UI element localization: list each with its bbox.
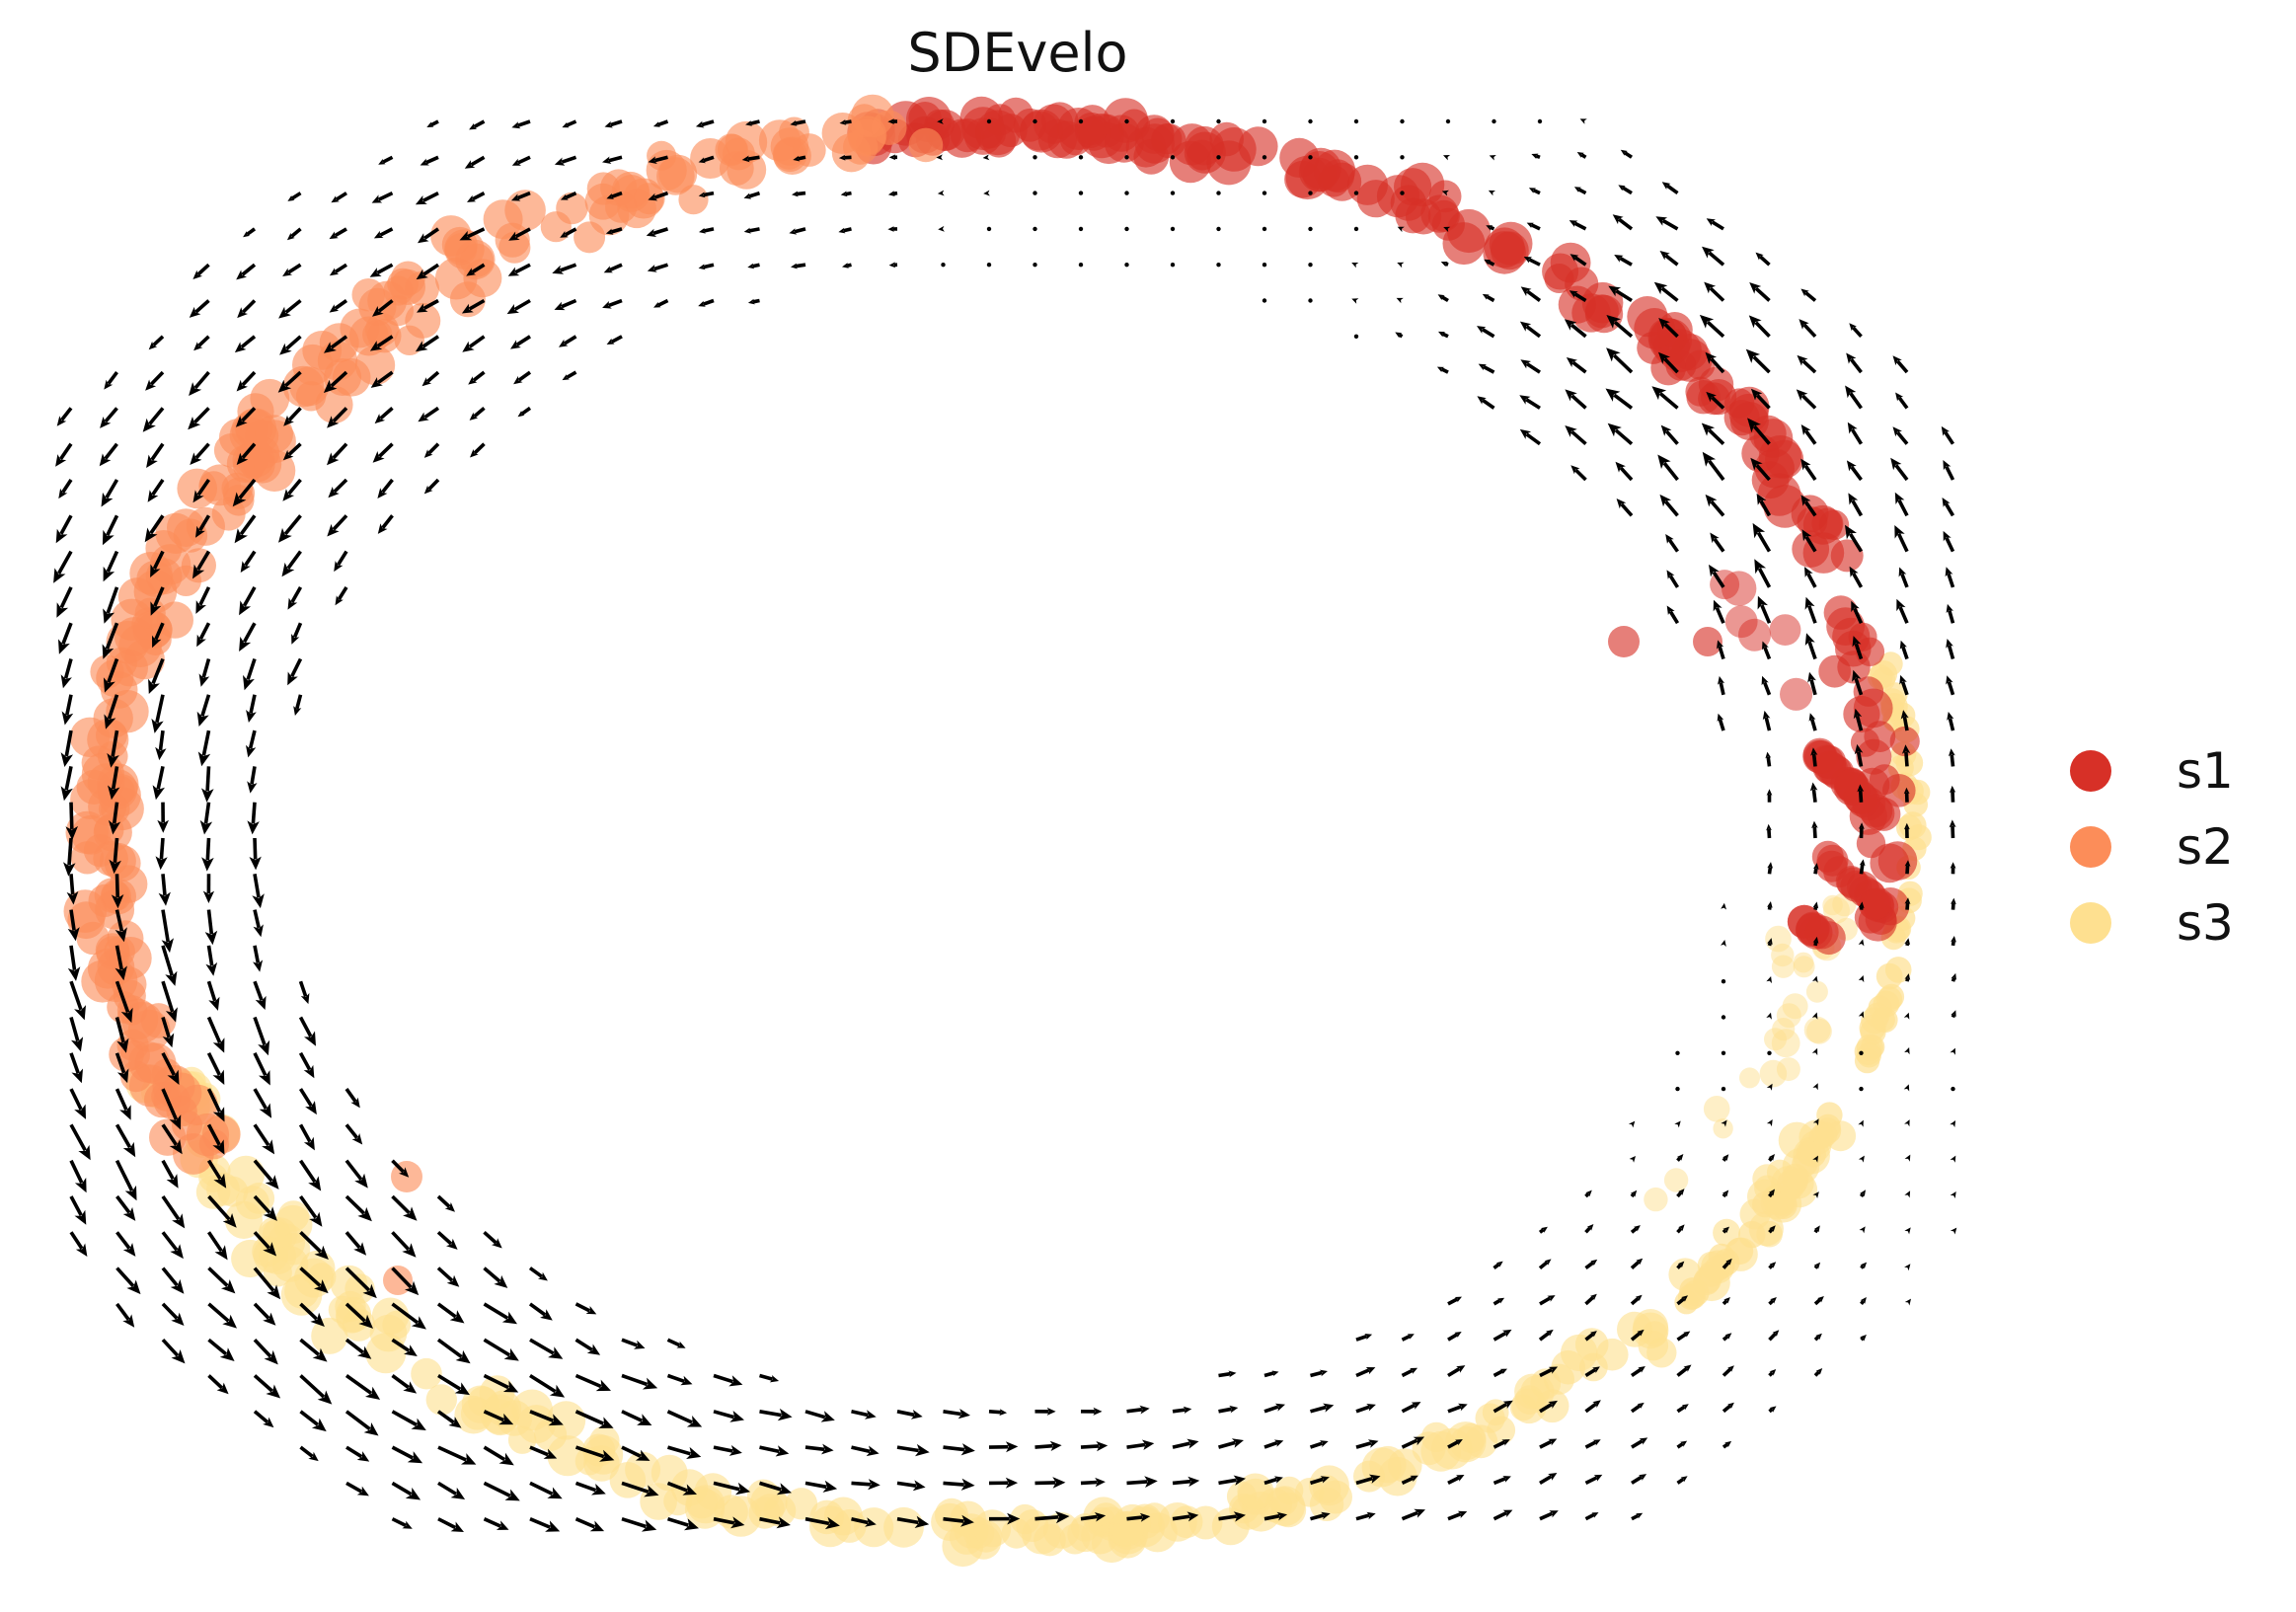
- legend-marker-s2-icon: [2070, 826, 2111, 868]
- legend-label-s1: s1: [2177, 742, 2234, 800]
- chart-title: SDEvelo: [907, 22, 1128, 84]
- legend: s1 s2 s3: [2070, 746, 2234, 948]
- legend-item-s1: s1: [2070, 746, 2234, 796]
- legend-item-s3: s3: [2070, 898, 2234, 948]
- legend-item-s2: s2: [2070, 822, 2234, 872]
- legend-label-s2: s2: [2177, 818, 2234, 876]
- legend-marker-s1-icon: [2070, 750, 2111, 792]
- legend-marker-s3-icon: [2070, 902, 2111, 944]
- legend-label-s3: s3: [2177, 894, 2234, 952]
